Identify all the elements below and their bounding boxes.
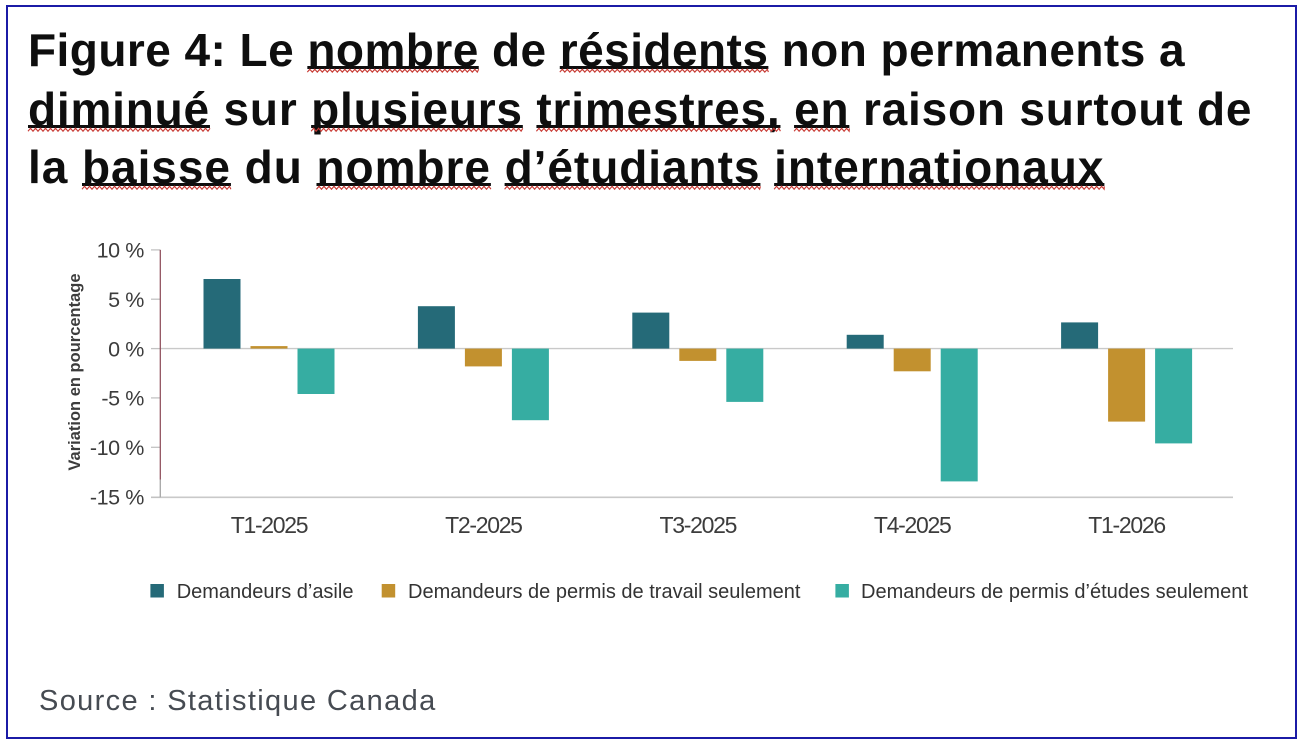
svg-text:-10 %: -10 %: [90, 436, 144, 460]
svg-text:Demandeurs de permis de travai: Demandeurs de permis de travail seulemen…: [408, 581, 801, 603]
svg-text:Demandeurs d’asile: Demandeurs d’asile: [177, 581, 354, 603]
svg-text:Demandeurs de permis d’études: Demandeurs de permis d’études seulement: [861, 581, 1248, 603]
svg-text:T4-2025: T4-2025: [874, 512, 951, 538]
svg-text:Variation en pourcentage: Variation en pourcentage: [66, 273, 84, 470]
svg-text:10 %: 10 %: [97, 239, 145, 263]
svg-text:5 %: 5 %: [108, 288, 144, 312]
svg-text:T3-2025: T3-2025: [660, 512, 737, 538]
svg-text:T2-2025: T2-2025: [445, 512, 522, 538]
svg-text:-15 %: -15 %: [90, 485, 144, 509]
svg-text:-5 %: -5 %: [101, 387, 144, 411]
svg-text:T1-2025: T1-2025: [231, 512, 308, 538]
svg-text:0 %: 0 %: [108, 337, 144, 361]
svg-text:T1-2026: T1-2026: [1088, 512, 1165, 538]
